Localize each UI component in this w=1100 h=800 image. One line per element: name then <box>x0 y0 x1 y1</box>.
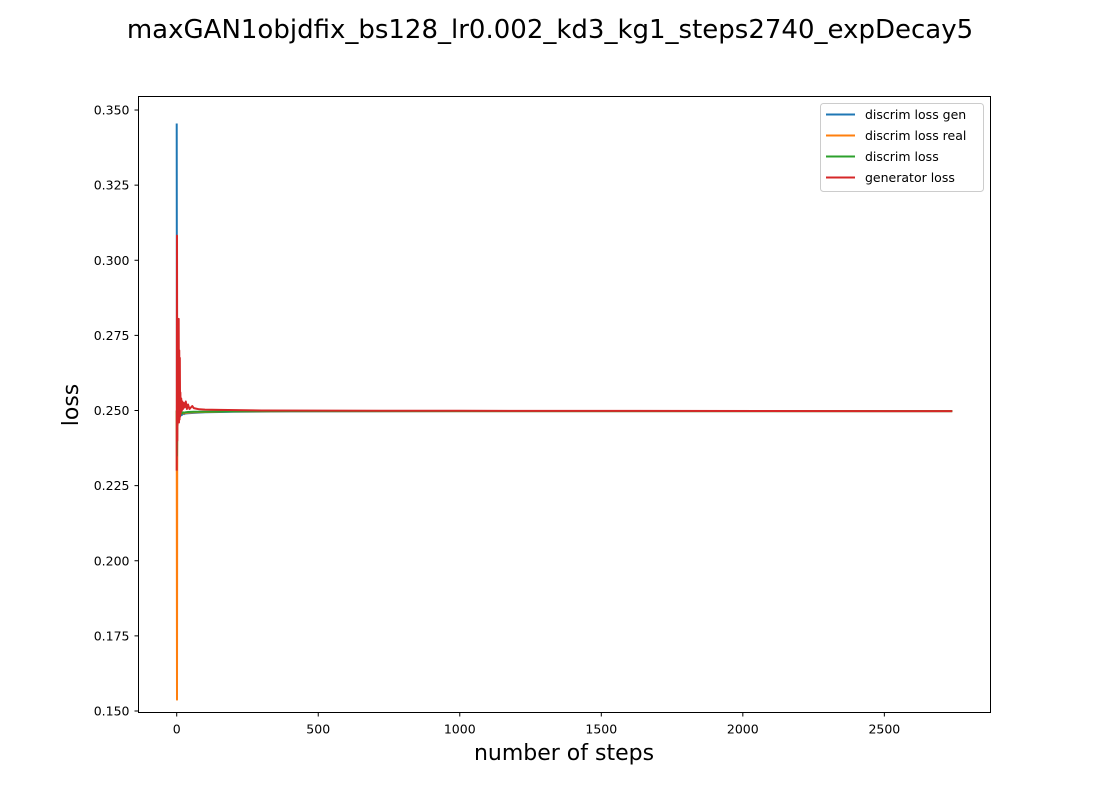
chart-title: maxGAN1objdfix_bs128_lr0.002_kd3_kg1_ste… <box>127 15 973 45</box>
y-tick-label: 0.175 <box>94 628 130 643</box>
series-layer <box>175 123 953 701</box>
y-tick-label: 0.350 <box>94 103 130 118</box>
legend-label: discrim loss <box>865 149 939 164</box>
y-tick-label: 0.150 <box>94 703 130 718</box>
y-tick-label: 0.225 <box>94 478 130 493</box>
x-axis-label: number of steps <box>474 741 654 766</box>
legend-label: generator loss <box>865 170 955 185</box>
y-tick-label: 0.325 <box>94 178 130 193</box>
legend-label: discrim loss real <box>865 128 966 143</box>
x-axis-ticks: 0 500 1000 1500 2000 2500 <box>173 712 900 737</box>
plot-frame <box>138 96 991 713</box>
plot-area <box>138 96 991 713</box>
legend-frame <box>820 103 984 192</box>
x-tick-label: 1500 <box>585 722 617 737</box>
y-tick-label: 0.300 <box>94 253 130 268</box>
x-tick-label: 1000 <box>444 722 476 737</box>
y-tick-label: 0.275 <box>94 328 130 343</box>
legend-label: discrim loss gen <box>865 107 966 122</box>
x-tick-label: 500 <box>306 722 330 737</box>
plot-background <box>138 96 991 713</box>
legend-items: discrim loss gen discrim loss real discrim… <box>826 107 966 185</box>
y-axis-label: loss <box>59 384 84 427</box>
x-tick-label: 0 <box>173 722 181 737</box>
y-tick-label: 0.250 <box>94 403 130 418</box>
x-tick-label: 2500 <box>868 722 900 737</box>
series-line-4 <box>175 234 953 471</box>
y-tick-label: 0.200 <box>94 553 130 568</box>
x-tick-label: 2000 <box>727 722 759 737</box>
legend: discrim loss gen discrim loss real discrim… <box>820 103 984 192</box>
y-axis-ticks: 0.150 0.175 0.200 0.225 0.250 0.275 0.300 0.325… <box>94 103 139 718</box>
